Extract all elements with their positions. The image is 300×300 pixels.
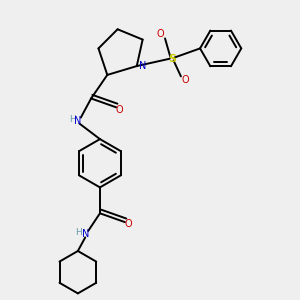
Text: O: O [182,75,189,85]
Text: N: N [74,116,82,126]
Text: H: H [75,228,82,237]
Text: N: N [139,61,146,71]
Text: O: O [125,220,132,230]
Text: N: N [82,229,89,239]
Text: H: H [69,115,76,124]
Text: S: S [168,54,176,64]
Text: O: O [157,29,164,39]
Text: O: O [116,105,124,115]
